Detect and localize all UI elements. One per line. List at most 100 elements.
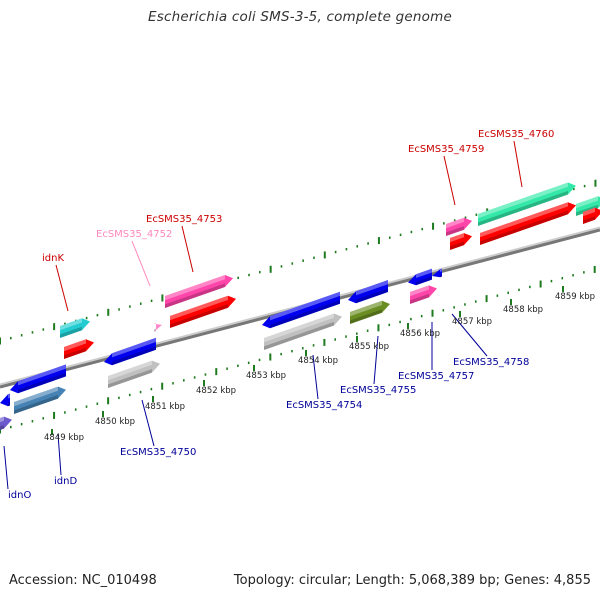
kbp-label: 4849 kbp [44,433,84,443]
gene-bar[interactable] [108,360,160,388]
gene-highlight [154,323,156,327]
gene-feature[interactable] [170,295,236,328]
gene-highlight [60,318,82,331]
gene-bar[interactable] [410,285,437,304]
leader-line [181,225,194,273]
gene-highlight [8,393,10,399]
gene-highlight [0,416,4,423]
gene-feature[interactable] [576,196,600,216]
gene-highlight [416,268,432,279]
genome-summary: Topology: circular; Length: 5,068,389 bp… [233,573,591,588]
gene-feature[interactable] [583,207,600,224]
gene-bar[interactable] [0,416,12,430]
gene-label-idnk: idnK [42,253,64,264]
kbp-label: 4856 kbp [400,329,440,339]
gene-bar[interactable] [350,300,390,324]
gene-shadow [64,347,86,359]
gene-bar[interactable] [408,268,432,286]
gene-shadow [0,425,4,430]
gene-shadow [350,309,382,324]
gene-feature[interactable] [350,300,390,324]
leader-line [141,399,155,447]
gene-shadow [356,288,388,304]
leader-line [312,354,319,400]
gene-feature[interactable] [348,280,388,304]
gene-bar[interactable] [14,386,66,414]
accession-label: Accession: NC_010498 [9,573,157,588]
gene-feature[interactable] [64,339,94,359]
gene-highlight [112,337,156,358]
gene-shadow [478,190,568,226]
leader-line [3,445,9,490]
gene-feature[interactable] [432,268,442,278]
gene-shadow [60,326,82,338]
gene-bar[interactable] [262,291,340,329]
gene-bar[interactable] [154,323,162,332]
gene-feature[interactable] [10,364,66,394]
gene-shadow [446,226,464,236]
gene-label-ecsms35_4754: EcSMS35_4754 [286,400,362,411]
features[interactable] [0,182,600,431]
gene-feature[interactable] [446,217,472,236]
gene-feature[interactable] [60,318,90,338]
gene-feature[interactable] [450,233,472,250]
gene-highlight [480,202,568,238]
gene-highlight [446,217,464,229]
gene-bar[interactable] [432,268,442,278]
gene-feature[interactable] [14,386,66,414]
gene-shadow [170,304,228,328]
gene-feature[interactable] [264,313,342,351]
gene-label-idno: idnO [8,490,31,501]
gene-bar[interactable] [576,196,600,216]
gene-bar[interactable] [446,217,472,236]
gene-highlight [576,196,598,209]
gene-bar[interactable] [450,233,472,250]
leader-line [443,155,456,206]
gene-shadow [18,372,66,394]
gene-feature[interactable] [154,323,162,332]
gene-bar[interactable] [478,182,576,227]
gene-shadow [112,346,156,366]
gene-feature[interactable] [408,268,432,286]
gene-bar[interactable] [64,339,94,359]
gene-feature[interactable] [165,275,233,308]
gene-feature[interactable] [0,416,12,430]
leader-line [373,335,379,385]
gene-highlight [478,182,568,219]
gene-highlight [270,291,340,321]
gene-feature[interactable] [104,337,156,366]
gene-bar[interactable] [583,207,600,224]
gene-label-ecsms35_4757: EcSMS35_4757 [398,371,474,382]
gene-bar[interactable] [60,318,90,338]
kbp-label: 4851 kbp [145,402,185,412]
gene-feature[interactable] [478,182,576,227]
kbp-label: 4857 kbp [452,317,492,327]
gene-bar[interactable] [0,393,10,407]
gene-feature[interactable] [262,291,340,329]
leader-line [513,140,523,188]
gene-bar[interactable] [10,364,66,394]
gene-label-ecsms35_4759: EcSMS35_4759 [408,144,484,155]
gene-feature[interactable] [108,360,160,388]
gene-feature[interactable] [0,393,10,407]
gene-bar[interactable] [165,275,233,308]
gene-bar[interactable] [348,280,388,304]
kbp-label: 4854 kbp [298,356,338,366]
gene-feature[interactable] [410,285,437,304]
gene-feature[interactable] [480,202,576,245]
map-title: Escherichia coli SMS-3-5, complete genom… [148,9,452,25]
gene-bar[interactable] [104,337,156,366]
kbp-label: 4850 kbp [95,417,135,427]
gene-bar[interactable] [170,295,236,328]
gene-bar[interactable] [264,313,342,351]
leader-line [57,433,62,476]
gene-shadow [108,369,152,388]
gene-highlight [410,285,429,297]
leader-line [451,313,488,357]
gene-bar[interactable] [480,202,576,245]
gene-shadow [154,328,156,332]
gene-highlight [356,280,388,296]
gene-highlight [108,360,152,381]
kbp-label: 4852 kbp [196,386,236,396]
